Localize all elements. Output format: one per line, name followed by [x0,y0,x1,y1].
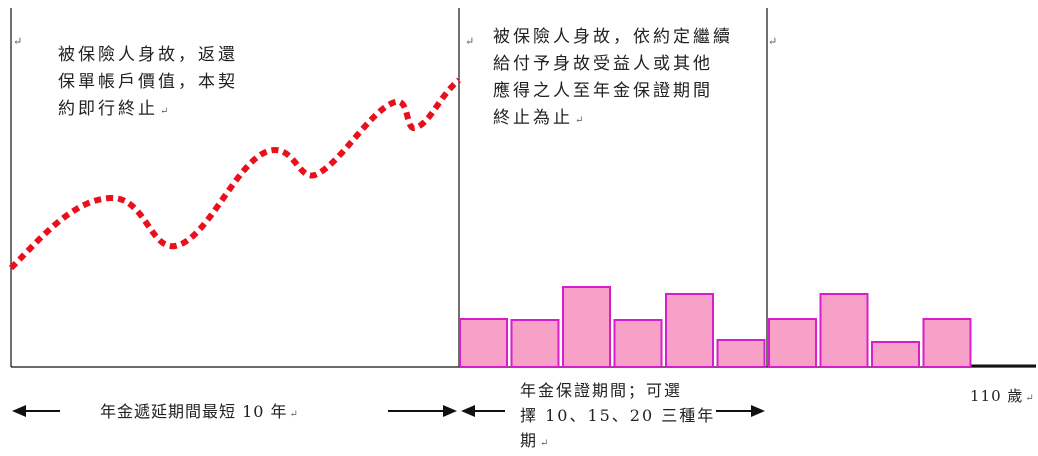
phase2-description: 被保險人身故，依約定繼續 給付予身故受益人或其他 應得之人至年金保證期間 終止為… [493,24,763,134]
payout-bar [510,319,560,368]
payout-bar [562,286,611,368]
payout-bar [613,319,663,368]
payout-bar [819,293,869,368]
payout-bar [665,293,714,368]
payout-bar [871,341,920,368]
arrow-left-icon [461,405,475,417]
arrow-right-icon [443,405,457,417]
paragraph-mark-icon: ↵ [768,35,778,48]
payout-bar [768,318,817,368]
paragraph-mark-icon: ↵ [465,35,475,48]
phase1-description: 被保險人身故，返還 保單帳戶價值，本契 約即行終止 [58,42,278,125]
deferral-period-arrows [12,405,457,417]
guarantee-period-label: 年金保證期間；可選 擇 10、15、20 三種年 期 [520,378,735,456]
guarantee-payout-bars [459,286,766,368]
payout-bar [459,318,508,368]
end-age-label: 110 歲 [970,383,1035,412]
payout-bar [922,318,972,368]
paragraph-mark-icon: ↵ [13,35,23,48]
arrow-right-icon [751,405,765,417]
arrow-left-icon [12,405,26,417]
guarantee-period-arrows [461,405,765,417]
payout-bar [716,339,766,368]
post-guarantee-payout-bars [768,293,972,368]
deferral-period-label: 年金遞延期間最短 10 年 [100,398,299,428]
account-value-curve [8,77,461,271]
